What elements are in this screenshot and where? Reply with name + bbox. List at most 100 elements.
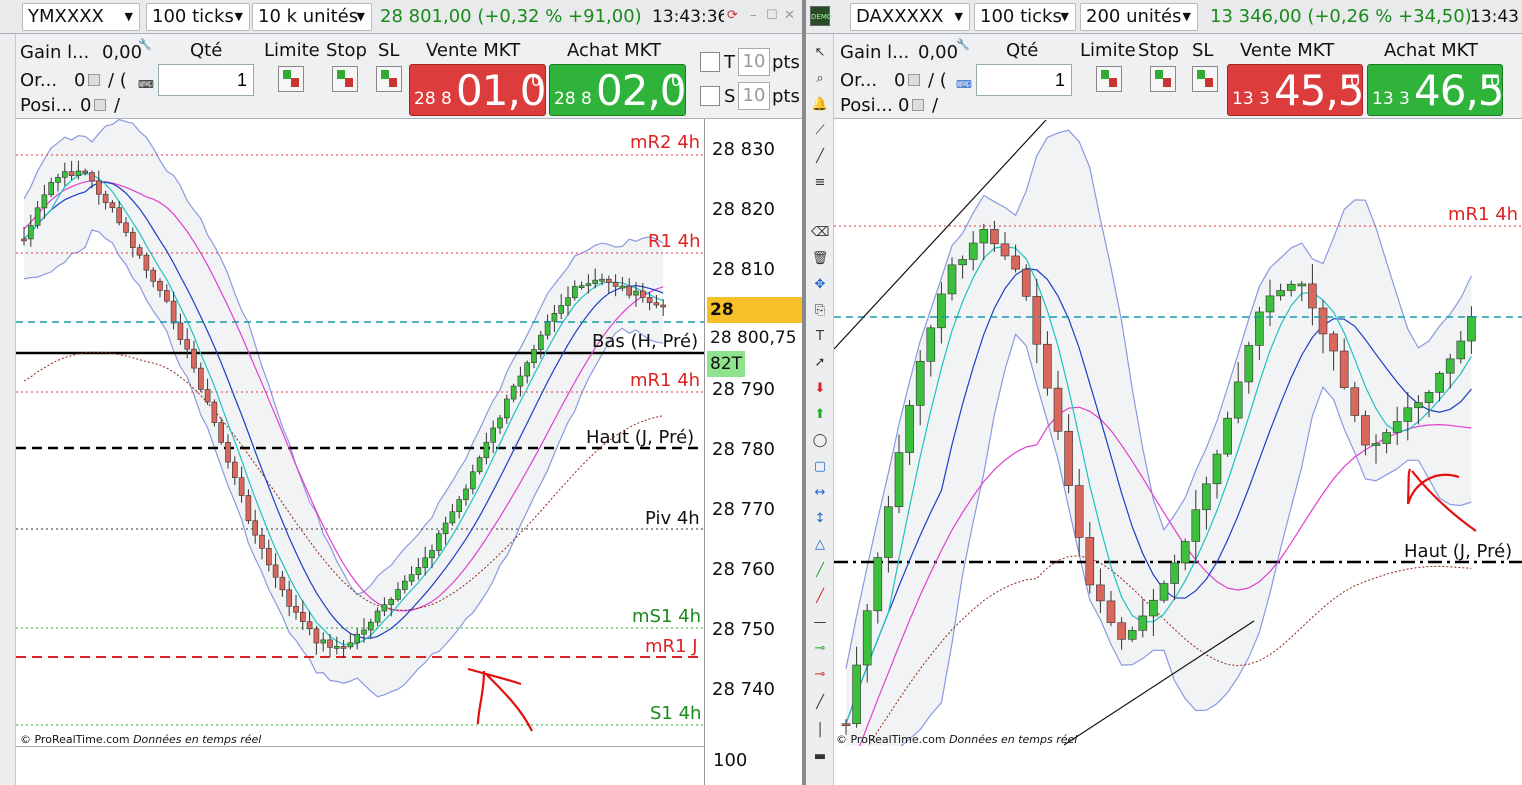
candle-up [852,664,861,724]
limit-order-icon[interactable] [278,66,304,92]
trend-line-lower [1063,620,1255,746]
left-sell-button[interactable]: 28 8 01,0 0 [409,64,546,116]
positions-icon[interactable] [912,99,924,111]
cursor-icon[interactable]: ↖ [814,45,826,60]
left-price-axis[interactable]: 28 830 28 820 28 810 28 790 28 780 28 77… [704,119,802,746]
left-qty-input[interactable] [158,64,254,96]
panel-divider[interactable] [802,0,806,785]
close-icon[interactable]: ✕ [784,8,795,23]
triangle-icon[interactable]: △ [815,537,825,552]
orders-icon[interactable] [88,74,100,86]
maximize-icon[interactable]: ☐ [766,8,778,23]
target-checkbox[interactable] [700,52,720,72]
sync-icon[interactable]: ⟳ [727,8,738,23]
target-pts-input[interactable]: 10 [738,48,770,76]
candle-down [191,348,197,369]
minimize-icon[interactable]: – [750,8,757,23]
candle-up [1212,453,1222,485]
buy-price-big: 46,5 [1414,66,1503,115]
zoom-icon[interactable]: ⌕ [816,71,824,86]
right-instrument-select[interactable]: DAXXXXX ▼ [850,3,970,31]
candle-down [102,193,109,203]
green-hline-icon[interactable]: ⊸ [814,641,826,656]
left-ticks-select[interactable]: 100 ticks ▼ [146,3,250,31]
ellipse-icon[interactable]: ◯ [812,433,828,448]
vertical-range-icon[interactable]: ↕ [814,511,826,526]
right-ticks-select[interactable]: 100 ticks ▼ [974,3,1076,31]
bollinger-band-fill [846,130,1472,746]
candle-down [164,290,170,302]
positions-icon[interactable] [94,99,106,111]
red-line-icon[interactable]: ╱ [816,589,824,604]
green-line-icon[interactable]: ╱ [816,563,824,578]
limit-order-icon[interactable] [1096,66,1122,92]
candle-up [1223,417,1232,455]
fibonacci-icon[interactable]: ≡ [814,175,826,190]
candle-down [1032,296,1042,345]
candle-up [28,225,34,240]
arrow-down-icon[interactable]: ⬇ [814,381,826,396]
left-gain-value: 0,00 [102,42,143,63]
keyboard-icon[interactable]: ⌨ [138,78,154,91]
arrow-line-icon[interactable]: ➚ [814,355,826,370]
candle-down [225,442,231,463]
copy-icon[interactable]: ⎘ [814,303,826,318]
stop-order-icon[interactable] [332,66,358,92]
candle-down [252,520,258,536]
candle-up [1138,615,1148,631]
candle-down [109,202,116,209]
stop-loss-icon[interactable] [1192,66,1218,92]
thick-hline-icon[interactable]: ▬ [813,749,827,764]
left-price-chart[interactable] [16,119,704,746]
rectangle-icon[interactable]: ▢ [813,459,827,474]
stop-order-icon[interactable] [1150,66,1176,92]
buy-price-big: 02,0 [596,66,686,115]
bollinger-lower [900,333,1472,746]
candle-up [476,457,483,473]
right-qty-label: Qté [1006,40,1039,61]
move-icon[interactable]: ✥ [814,277,826,292]
wrench-icon[interactable]: 🔧 [138,38,152,51]
candle-down [238,477,245,496]
left-units-select[interactable]: 10 k unités ▼ [252,3,372,31]
stop-pts-input[interactable]: 10 [738,82,770,110]
right-buy-button[interactable]: 13 3 46,5 0 [1367,64,1503,116]
wrench-icon[interactable]: 🔧 [956,38,970,51]
right-positions-label: Posi... [840,95,893,116]
thick-line-icon[interactable]: ╱ [816,695,824,710]
text-icon[interactable]: T [816,329,824,344]
candle-up [388,599,395,605]
sell-price-big: 45,5 [1274,66,1363,115]
left-buy-button[interactable]: 28 8 02,0 0 [549,64,686,116]
arrow-up-icon[interactable]: ⬆ [814,407,826,422]
level-r1-4h: R1 4h [648,231,701,252]
hline-icon[interactable]: — [813,615,827,630]
left-instrument: YMXXXX [28,6,104,27]
stop-checkbox[interactable] [700,86,720,106]
right-units-select[interactable]: 200 unités ▼ [1080,3,1198,31]
left-positions-label: Posi... [20,95,73,116]
trash-icon[interactable]: 🗑 [811,251,829,266]
level-haut-j-pre: Haut (J, Pré) [586,427,695,448]
red-hline-icon[interactable]: ⊸ [814,667,826,682]
right-order-bar: Gain l... 0,00 Or... 0 / ( Posi... 0 / 🔧… [834,34,1522,119]
orders-icon[interactable] [908,74,920,86]
right-limit-label: Limite [1080,40,1136,61]
eraser-icon[interactable]: ⌫ [811,225,830,240]
buy-price-small: 28 8 [554,89,592,109]
segment-icon[interactable]: ⟋ [815,123,825,138]
right-qty-input[interactable] [976,64,1072,96]
candle-up [1286,283,1296,291]
right-sell-button[interactable]: 13 3 45,5 0 [1227,64,1363,116]
line-icon[interactable]: ╱ [816,149,824,164]
left-order-bar: Gain l... 0,00 Or... 0 / ( Posi... 0 / 🔧… [16,34,802,119]
alert-bell-icon[interactable]: 🔔 [811,97,829,112]
left-instrument-select[interactable]: YMXXXX ▼ [22,3,140,31]
right-price-chart[interactable] [834,119,1522,746]
keyboard-icon[interactable]: ⌨ [956,78,972,91]
ma-cyan [845,245,1472,724]
vline-icon[interactable]: │ [816,723,824,738]
candle-up [361,629,367,635]
stop-loss-icon[interactable] [376,66,402,92]
horizontal-range-icon[interactable]: ↔ [814,485,826,500]
